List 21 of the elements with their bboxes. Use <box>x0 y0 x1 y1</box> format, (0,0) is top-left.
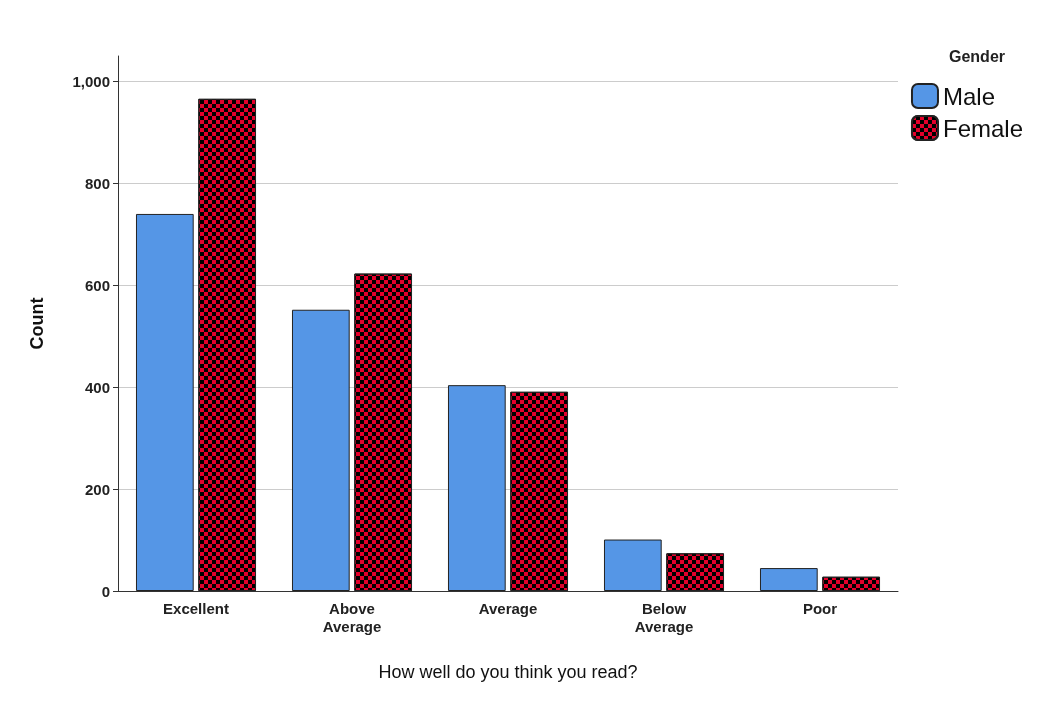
legend-label: Female <box>942 114 1023 142</box>
bar <box>291 309 350 591</box>
x-tick-label: Poor <box>802 599 838 617</box>
y-tick-label: 600 <box>84 276 110 294</box>
x-tick-label: Excellent <box>163 599 229 617</box>
bar <box>603 539 662 591</box>
x-tick-label: Below Average <box>634 599 694 635</box>
x-axis-title: How well do you think you read? <box>378 662 638 682</box>
y-tick-label: 1,000 <box>72 72 110 90</box>
bar <box>135 213 194 591</box>
y-tick-label: 200 <box>84 480 110 498</box>
legend-title: Gender <box>948 47 1005 65</box>
bar <box>759 568 818 591</box>
y-tick-label: 0 <box>101 582 110 600</box>
x-tick-label: Average <box>478 599 538 617</box>
y-axis-title: Count <box>27 297 47 350</box>
y-tick-label: 800 <box>84 174 110 192</box>
legend-label: Male <box>942 82 995 110</box>
y-tick-label: 400 <box>84 378 110 396</box>
bar <box>447 385 506 591</box>
x-tick-label: Above Average <box>322 599 382 635</box>
